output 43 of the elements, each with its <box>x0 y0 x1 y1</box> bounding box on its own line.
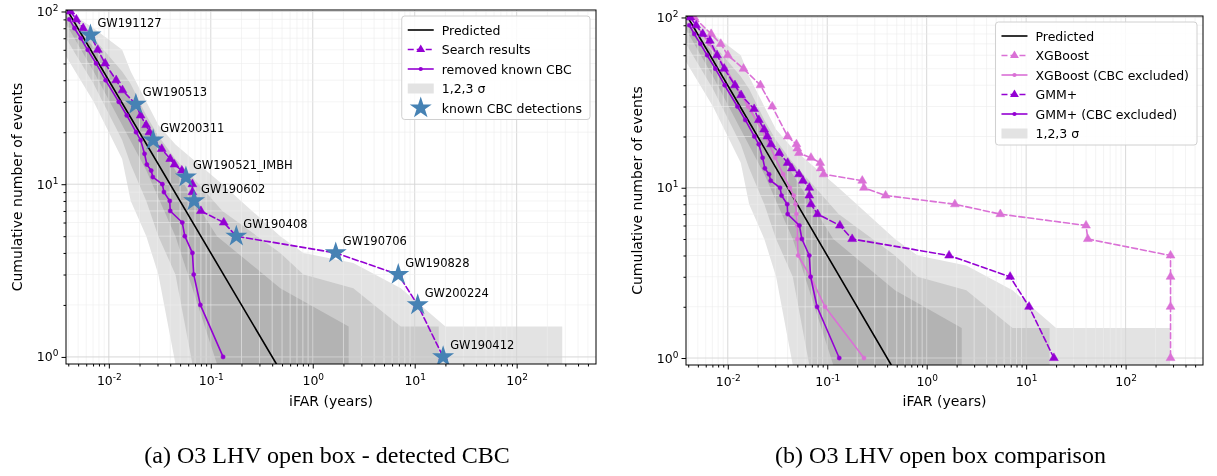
x-tick-label: 10$^{1}$ <box>404 372 427 389</box>
y-tick-label: 10$^{0}$ <box>656 349 679 366</box>
annotation: GW190706 <box>342 233 407 248</box>
legend-label: GMM+ <box>1035 87 1078 102</box>
annotation: GW190828 <box>405 255 470 270</box>
x-axis-title: iFAR (years) <box>902 393 987 409</box>
annotation: GW190513 <box>142 85 208 100</box>
y-tick-label: 10$^{1}$ <box>656 179 679 196</box>
legend-label: XGBoost (CBC excluded) <box>1035 67 1189 83</box>
text: (b) O3 LHV open box comparison <box>775 442 1106 468</box>
x-tick-label: 10$^{2}$ <box>1115 373 1137 390</box>
annotation: GW191127 <box>97 16 162 31</box>
legend-label: removed known CBC <box>441 61 573 77</box>
annotation: GW190412 <box>450 337 515 352</box>
y-tick-label: 10$^{1}$ <box>36 175 59 192</box>
x-tick-label: 10$^{1}$ <box>1015 373 1038 390</box>
annotation: GW190521_IMBH <box>192 158 293 173</box>
text: (a) O3 LHV open box - detected CBC <box>144 442 510 468</box>
legend-label: 1,2,3 σ <box>441 81 486 96</box>
legend-label: Predicted <box>1035 28 1095 44</box>
legend-label: 1,2,3 σ <box>1035 126 1080 141</box>
legend-label: Search results <box>441 42 531 57</box>
x-tick-label: 10$^{-2}$ <box>96 372 122 389</box>
x-axis-title: iFAR (years) <box>289 393 373 409</box>
x-tick-label: 10$^{0}$ <box>916 373 939 390</box>
y-tick-label: 10$^{2}$ <box>656 8 679 25</box>
y-tick-label: 10$^{0}$ <box>36 348 59 365</box>
annotation: GW200311 <box>160 121 225 136</box>
legend-label: Predicted <box>441 22 501 38</box>
annotation: GW190602 <box>201 181 266 196</box>
x-tick-label: 10$^{2}$ <box>506 372 528 389</box>
annotation: GW200224 <box>424 285 489 300</box>
y-tick-label: 10$^{2}$ <box>36 2 59 19</box>
x-tick-label: 10$^{-2}$ <box>715 373 741 390</box>
y-axis-title: Cumulative number of events <box>629 86 645 295</box>
legend-label: XGBoost <box>1035 48 1090 63</box>
y-axis-title: Cumulative number of events <box>9 82 25 292</box>
x-tick-label: 10$^{0}$ <box>302 372 325 389</box>
x-tick-label: 10$^{-1}$ <box>815 373 841 390</box>
x-tick-label: 10$^{-1}$ <box>198 372 224 389</box>
legend-label: known CBC detections <box>441 100 582 116</box>
annotation: GW190408 <box>243 217 308 232</box>
legend-label: GMM+ (CBC excluded) <box>1035 106 1178 122</box>
